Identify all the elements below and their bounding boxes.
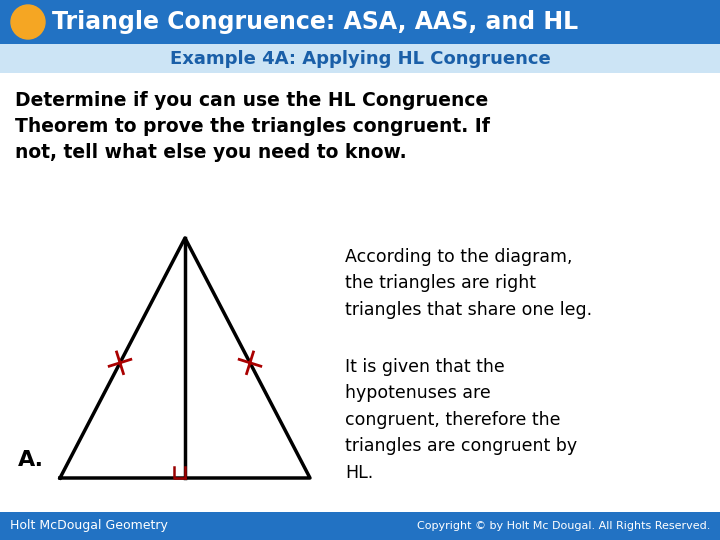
Circle shape — [11, 5, 45, 39]
Bar — [0, 44, 720, 73]
Text: Determine if you can use the HL Congruence: Determine if you can use the HL Congruen… — [15, 91, 488, 110]
Text: Holt McDougal Geometry: Holt McDougal Geometry — [10, 519, 168, 532]
Text: Triangle Congruence: ASA, AAS, and HL: Triangle Congruence: ASA, AAS, and HL — [52, 10, 578, 34]
Text: It is given that the
hypotenuses are
congruent, therefore the
triangles are cong: It is given that the hypotenuses are con… — [345, 358, 577, 482]
Text: A.: A. — [18, 450, 44, 470]
Text: According to the diagram,
the triangles are right
triangles that share one leg.: According to the diagram, the triangles … — [345, 248, 592, 319]
Text: Example 4A: Applying HL Congruence: Example 4A: Applying HL Congruence — [170, 50, 550, 68]
Text: Copyright © by Holt Mc Dougal. All Rights Reserved.: Copyright © by Holt Mc Dougal. All Right… — [417, 521, 710, 531]
Bar — [0, 0, 720, 44]
Text: not, tell what else you need to know.: not, tell what else you need to know. — [15, 143, 407, 162]
Bar — [0, 512, 720, 540]
Text: Theorem to prove the triangles congruent. If: Theorem to prove the triangles congruent… — [15, 117, 490, 136]
